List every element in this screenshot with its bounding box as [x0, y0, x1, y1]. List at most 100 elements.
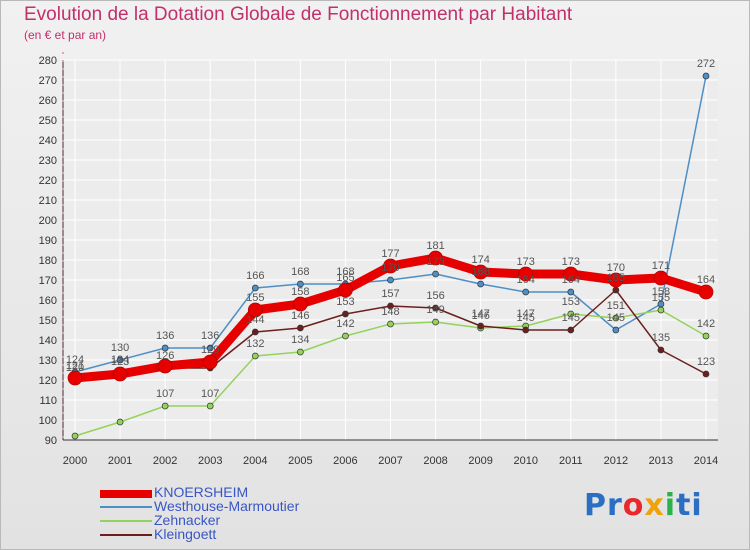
data-label: 132	[246, 338, 264, 350]
y-tick-label: 160	[39, 295, 57, 307]
data-point-westhouse-marmoutier	[297, 280, 304, 288]
data-label: 165	[336, 272, 354, 284]
data-label: 134	[291, 334, 309, 346]
data-label: 166	[246, 270, 264, 282]
data-point-zehnacker	[297, 348, 304, 356]
data-label: 147	[471, 308, 489, 320]
data-label: 177	[381, 248, 399, 260]
data-label: 173	[426, 256, 444, 268]
data-point-zehnacker	[116, 418, 124, 426]
data-point-knoersheim	[293, 296, 308, 312]
data-point-westhouse-marmoutier	[161, 344, 169, 352]
data-label: 145	[607, 312, 625, 324]
y-tick-label: 130	[39, 355, 57, 367]
y-tick-label: 90	[45, 435, 57, 447]
data-point-westhouse-marmoutier	[567, 288, 575, 296]
line-chart: 90 100 110 120 130 140 150 160 170 180 190 200 210 22…	[39, 52, 718, 467]
data-point-kleingoett	[657, 346, 665, 354]
y-tick-label: 220	[39, 175, 57, 187]
data-point-westhouse-marmoutier	[251, 284, 259, 292]
y-tick-label: 230	[39, 155, 57, 167]
chart-title: Evolution de la Dotation Globale de Fonc…	[24, 4, 573, 25]
y-tick-label: 110	[39, 395, 57, 407]
data-label: 123	[697, 356, 715, 368]
data-label: 124	[66, 354, 84, 366]
data-label: 168	[336, 266, 354, 278]
data-label: 164	[517, 274, 535, 286]
data-label: 107	[156, 388, 174, 400]
data-point-knoersheim	[473, 264, 488, 280]
data-label: 146	[291, 310, 309, 322]
data-label: 155	[246, 292, 264, 304]
x-tick-label: 2011	[559, 455, 583, 467]
data-point-knoersheim	[112, 366, 128, 382]
data-point-knoersheim	[247, 302, 263, 318]
data-label: 170	[607, 262, 625, 274]
data-label: 168	[471, 266, 489, 278]
data-point-westhouse-marmoutier	[612, 326, 620, 334]
data-point-kleingoett	[612, 286, 620, 294]
x-tick-label: 2005	[288, 455, 312, 467]
data-label: 142	[336, 318, 354, 330]
data-label: 173	[517, 256, 535, 268]
data-point-kleingoett	[432, 304, 439, 312]
data-label: 164	[562, 274, 580, 286]
data-point-kleingoett	[477, 322, 484, 330]
data-label: 149	[426, 304, 444, 316]
data-label: 158	[652, 286, 670, 298]
data-point-westhouse-marmoutier	[387, 276, 394, 284]
data-label: 272	[697, 58, 715, 70]
x-tick-label: 2009	[468, 455, 492, 467]
data-point-kleingoett	[342, 310, 349, 318]
data-label: 153	[336, 296, 354, 308]
data-point-kleingoett	[251, 328, 259, 336]
data-point-zehnacker	[702, 332, 710, 340]
proxiti-logo: Proxiti	[584, 488, 703, 523]
data-label: 126	[156, 350, 174, 362]
y-tick-label: 180	[39, 255, 57, 267]
legend-swatch-knoersheim	[100, 490, 152, 498]
chart-subtitle: (en € et par an)	[24, 28, 107, 42]
x-tick-label: 2010	[513, 455, 537, 467]
data-label: 123	[111, 356, 129, 368]
data-label: 171	[652, 260, 670, 272]
legend-swatch-zehnacker	[100, 520, 152, 522]
data-label: 107	[201, 388, 219, 400]
data-label: 153	[562, 296, 580, 308]
data-label: 145	[562, 312, 580, 324]
data-label: 151	[607, 300, 625, 312]
data-point-zehnacker	[432, 318, 439, 326]
x-tick-label: 2004	[243, 455, 267, 467]
x-tick-label: 2008	[423, 455, 447, 467]
data-label: 136	[201, 330, 219, 342]
legend-label-zehnacker: Zehnacker	[154, 512, 221, 528]
data-label: 156	[426, 290, 444, 302]
data-label: 181	[426, 240, 444, 252]
data-label: 174	[471, 254, 489, 266]
data-point-knoersheim	[202, 354, 218, 370]
data-label: 164	[697, 274, 715, 286]
data-point-knoersheim	[563, 266, 579, 282]
data-point-westhouse-marmoutier	[116, 356, 124, 364]
y-tick-label: 270	[39, 75, 57, 87]
x-tick-label: 2012	[604, 455, 628, 467]
x-tick-label: 2013	[649, 455, 673, 467]
data-label: 146	[471, 310, 489, 322]
data-point-kleingoett	[522, 326, 530, 334]
data-label: 144	[246, 314, 264, 326]
y-tick-label: 170	[39, 275, 57, 287]
data-label: 155	[652, 292, 670, 304]
y-tick-label: 100	[39, 415, 57, 427]
data-label: 135	[652, 332, 670, 344]
data-point-kleingoett	[702, 370, 710, 378]
data-point-westhouse-marmoutier	[477, 280, 484, 288]
x-tick-label: 2014	[694, 455, 718, 467]
data-point-zehnacker	[612, 314, 620, 322]
x-tick-label: 2007	[378, 455, 402, 467]
legend-swatch-kleingoett	[100, 534, 152, 536]
data-point-zehnacker	[206, 402, 214, 410]
data-point-westhouse-marmoutier	[432, 270, 439, 278]
x-tick-label: 2000	[63, 455, 87, 467]
y-tick-label: 200	[39, 215, 57, 227]
data-point-zehnacker	[567, 310, 575, 318]
